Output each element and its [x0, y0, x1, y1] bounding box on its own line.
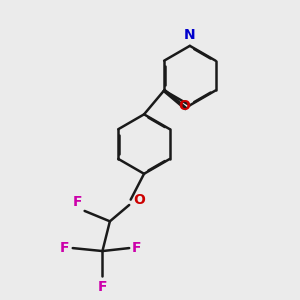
Text: O: O	[178, 99, 190, 113]
Text: F: F	[98, 280, 107, 294]
Text: F: F	[132, 241, 142, 255]
Text: F: F	[60, 241, 70, 255]
Text: O: O	[133, 193, 145, 207]
Text: F: F	[73, 195, 82, 209]
Text: N: N	[184, 28, 196, 42]
